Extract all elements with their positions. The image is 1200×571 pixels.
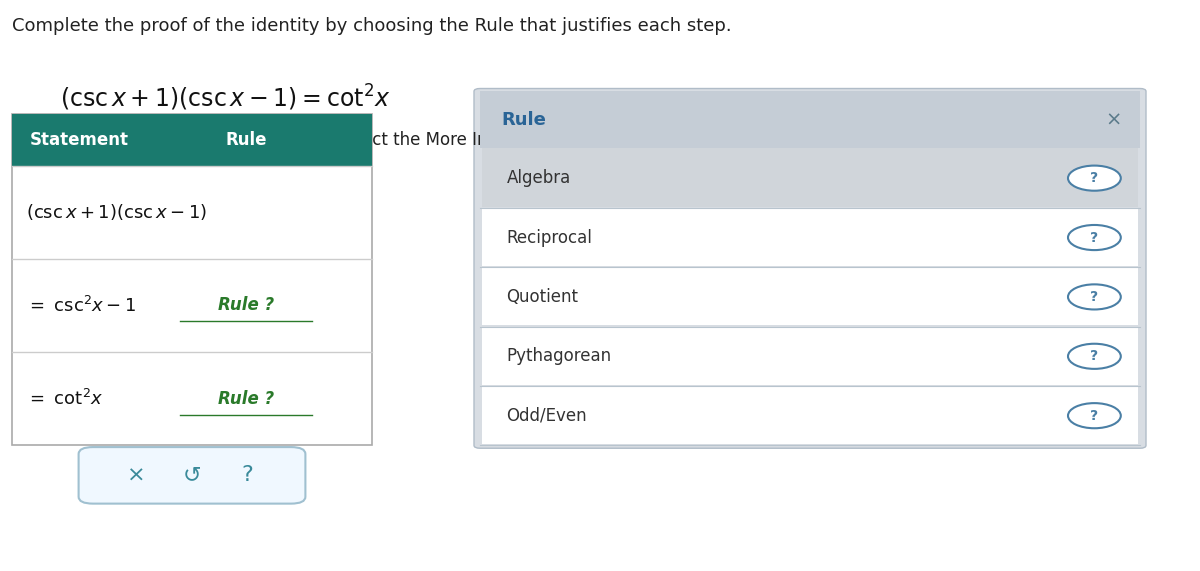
- Text: ?: ?: [1091, 231, 1098, 244]
- FancyBboxPatch shape: [12, 114, 372, 166]
- Text: Odd/Even: Odd/Even: [506, 407, 587, 425]
- Text: ?: ?: [1091, 171, 1098, 185]
- FancyBboxPatch shape: [482, 267, 1138, 325]
- FancyBboxPatch shape: [474, 89, 1146, 448]
- Text: Statement: Statement: [30, 131, 130, 149]
- Text: ?: ?: [241, 465, 253, 485]
- Text: Quotient: Quotient: [506, 288, 578, 306]
- FancyBboxPatch shape: [480, 91, 1140, 148]
- Text: Rule: Rule: [226, 131, 266, 149]
- Text: ×: ×: [127, 465, 146, 485]
- Circle shape: [1068, 403, 1121, 428]
- Circle shape: [1068, 225, 1121, 250]
- Text: $(\csc x + 1)(\csc x - 1)$: $(\csc x + 1)(\csc x - 1)$: [26, 202, 208, 222]
- Text: ?: ?: [1091, 349, 1098, 363]
- Text: Pythagorean: Pythagorean: [506, 347, 612, 365]
- Text: Reciprocal: Reciprocal: [506, 228, 593, 247]
- Text: Rule: Rule: [502, 111, 546, 129]
- Text: $= \ \csc^2\!x - 1$: $= \ \csc^2\!x - 1$: [26, 295, 137, 316]
- Text: ×: ×: [1105, 110, 1122, 130]
- Text: $(\csc x + 1)(\csc x - 1) = \cot^2\!x$: $(\csc x + 1)(\csc x - 1) = \cot^2\!x$: [60, 83, 390, 113]
- Circle shape: [1068, 344, 1121, 369]
- FancyBboxPatch shape: [78, 447, 305, 504]
- Text: ?: ?: [1091, 290, 1098, 304]
- Text: Rule ?: Rule ?: [218, 390, 274, 408]
- FancyBboxPatch shape: [482, 327, 1138, 385]
- Text: Complete the proof of the identity by choosing the Rule that justifies each step: Complete the proof of the identity by ch…: [12, 17, 732, 35]
- FancyBboxPatch shape: [482, 386, 1138, 444]
- Text: Algebra: Algebra: [506, 169, 571, 187]
- Circle shape: [1068, 284, 1121, 309]
- Text: $= \ \cot^2\!x$: $= \ \cot^2\!x$: [26, 389, 103, 409]
- Text: ?: ?: [1091, 409, 1098, 423]
- FancyBboxPatch shape: [482, 208, 1138, 266]
- Text: ↺: ↺: [182, 465, 202, 485]
- Text: To see a detailed description of a Rule, select the More Information Button to t: To see a detailed description of a Rule,…: [12, 131, 828, 150]
- Text: Rule ?: Rule ?: [218, 296, 274, 315]
- FancyBboxPatch shape: [12, 114, 372, 445]
- FancyBboxPatch shape: [482, 148, 1138, 207]
- Circle shape: [1068, 166, 1121, 191]
